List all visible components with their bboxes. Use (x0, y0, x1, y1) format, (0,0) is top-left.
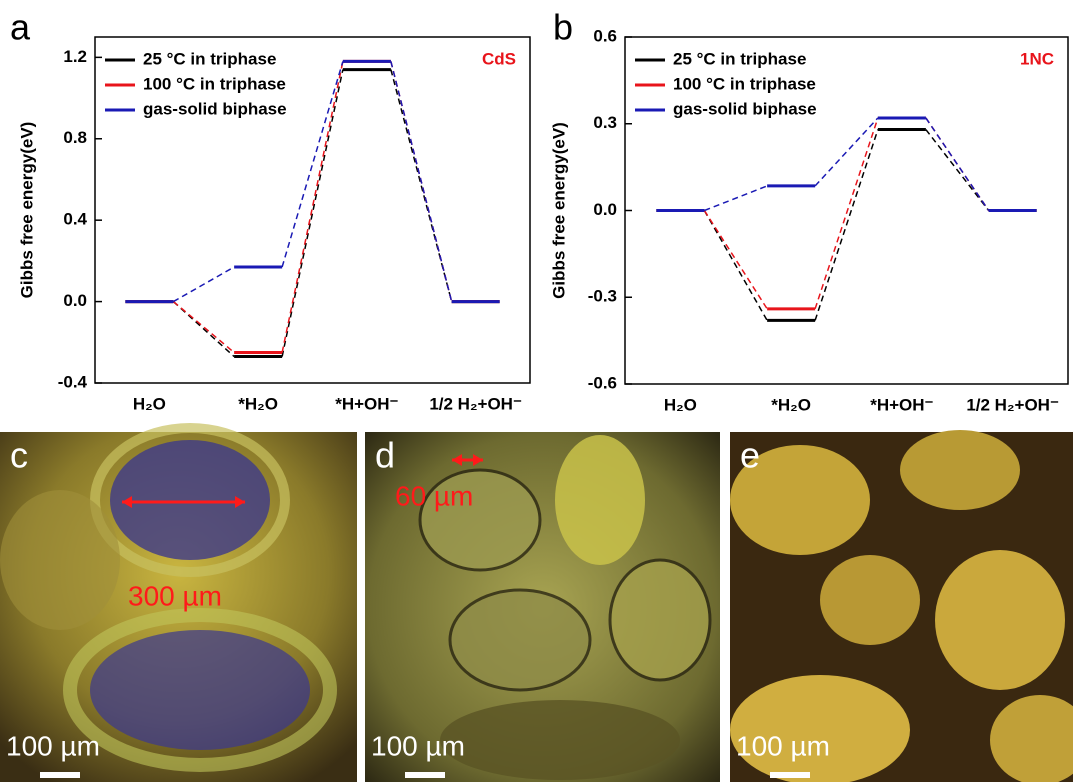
legend-label: 25 °C in triphase (143, 49, 276, 68)
y-axis-label: Gibbs free energy(eV) (549, 122, 568, 299)
figure: a Gibbs free energy(eV) -0.4 0.0 0.4 0.8 1.2 H₂… (0, 0, 1073, 782)
scale-bar (40, 772, 80, 778)
x-tick-label: *H₂O (238, 394, 278, 413)
y-tick-label: 1.2 (63, 47, 87, 66)
panel-label: b (553, 7, 573, 48)
connector (704, 211, 767, 309)
y-tick-label: 0.0 (593, 200, 617, 219)
x-tick-label: 1/2 H₂+OH⁻ (429, 394, 522, 413)
x-tick-label: *H+OH⁻ (870, 395, 933, 414)
panel-label: e (740, 435, 760, 476)
connector (926, 130, 989, 211)
annotation: CdS (482, 49, 516, 68)
legend-label: gas-solid biphase (673, 99, 817, 118)
y-tick-label: 0.8 (63, 128, 87, 147)
y-tick-label: 0.0 (63, 291, 87, 310)
y-tick-label: 0.3 (593, 113, 617, 132)
y-axis-label: Gibbs free energy(eV) (17, 122, 36, 299)
connector (815, 130, 878, 321)
connector (815, 118, 878, 186)
x-tick-label: H₂O (664, 395, 697, 414)
connector (815, 118, 878, 309)
y-tick-label: 0.4 (63, 210, 87, 229)
legend-label: 25 °C in triphase (673, 49, 806, 68)
scale-bar (405, 772, 445, 778)
connector (926, 118, 989, 211)
scale-bar-label: 100 µm (736, 730, 830, 761)
y-tick-label: -0.3 (588, 287, 617, 306)
x-tick-label: H₂O (133, 394, 166, 413)
panel-label: d (375, 435, 395, 476)
connector (173, 302, 234, 353)
connector (282, 61, 343, 352)
annotation: 1NC (1020, 49, 1054, 68)
connector (704, 211, 767, 321)
y-tick-label: -0.4 (58, 372, 88, 391)
measure-label: 300 µm (128, 580, 222, 611)
scale-bar (770, 772, 810, 778)
panel-label: a (10, 7, 31, 48)
legend-label: gas-solid biphase (143, 99, 287, 118)
x-tick-label: *H+OH⁻ (335, 394, 398, 413)
measure-label: 60 µm (395, 480, 473, 511)
connector (282, 70, 343, 357)
connector (704, 186, 767, 211)
scale-bar-label: 100 µm (6, 730, 100, 761)
scale-bar-label: 100 µm (371, 730, 465, 761)
connector (391, 61, 452, 301)
micrograph-e (730, 430, 1073, 782)
y-tick-label: -0.6 (588, 373, 617, 392)
connector (173, 267, 234, 302)
x-tick-label: *H₂O (771, 395, 811, 414)
legend-label: 100 °C in triphase (143, 74, 286, 93)
legend-label: 100 °C in triphase (673, 74, 816, 93)
panel-label: c (10, 435, 28, 476)
connector (282, 61, 343, 267)
x-tick-label: 1/2 H₂+OH⁻ (966, 395, 1059, 414)
y-tick-label: 0.6 (593, 26, 617, 45)
